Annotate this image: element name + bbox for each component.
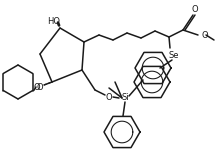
Text: O: O [202,31,209,39]
Text: O: O [37,83,43,91]
Text: HO: HO [48,17,60,27]
Text: O: O [106,93,112,101]
Text: O: O [33,83,40,92]
Text: O: O [192,6,198,14]
Text: Si: Si [121,93,129,103]
Text: Se: Se [169,51,179,59]
